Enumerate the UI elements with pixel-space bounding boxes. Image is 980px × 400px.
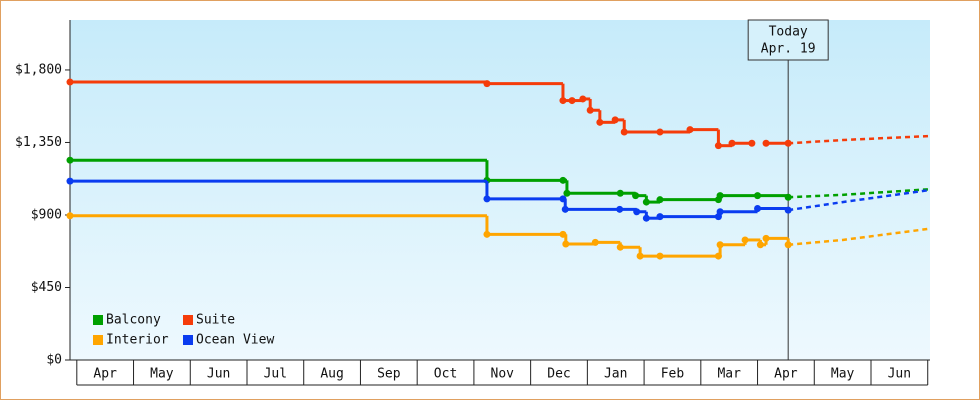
point xyxy=(656,213,664,221)
point xyxy=(716,241,724,249)
x-tick-label: Dec xyxy=(547,367,570,382)
point xyxy=(632,192,640,200)
content: $0 $450 $900 $1,350 $1,800 Apr May Jun Jul Aug Sep… xyxy=(15,19,931,386)
legend-swatch xyxy=(93,335,103,345)
point xyxy=(66,212,74,220)
point xyxy=(756,241,764,249)
legend-label: Ocean View xyxy=(196,333,274,348)
point xyxy=(784,193,792,201)
legend-swatch xyxy=(183,315,193,325)
point xyxy=(716,192,724,200)
point xyxy=(579,95,587,103)
x-tick-label: Aug xyxy=(320,367,343,382)
point xyxy=(562,240,570,248)
y-tick-label: $1,800 xyxy=(15,62,62,77)
point xyxy=(714,252,722,260)
point xyxy=(561,205,569,213)
x-tick-label: May xyxy=(150,367,174,382)
point xyxy=(741,236,749,244)
x-tick-label: Mar xyxy=(717,367,741,382)
series xyxy=(66,78,931,150)
point xyxy=(656,196,664,204)
point xyxy=(633,208,641,216)
y-tick-label: $900 xyxy=(31,207,62,222)
today-label: Today xyxy=(769,25,808,40)
point xyxy=(559,195,567,203)
x-tick-label: Jun xyxy=(888,367,911,382)
point xyxy=(686,126,694,134)
today-box xyxy=(747,19,829,61)
point xyxy=(483,80,491,88)
point xyxy=(66,177,74,185)
point xyxy=(784,139,792,147)
point xyxy=(642,198,650,206)
point xyxy=(616,205,624,213)
point xyxy=(754,192,762,200)
x-tick-label: Jul xyxy=(264,367,287,382)
point xyxy=(559,230,567,238)
point xyxy=(66,78,74,86)
x-tick-label: Feb xyxy=(661,367,685,382)
point xyxy=(620,128,628,136)
projection-line xyxy=(788,187,931,199)
x-tick-label: Jun xyxy=(207,367,230,382)
x-tick-label: Sep xyxy=(377,367,401,382)
point xyxy=(714,142,722,150)
y-tick-label: $1,350 xyxy=(15,135,62,150)
point xyxy=(66,156,74,164)
point xyxy=(616,243,624,251)
x-tick-label: Nov xyxy=(491,367,515,382)
point xyxy=(656,252,664,260)
x-tick-label: May xyxy=(831,367,855,382)
x-tick-label: Apr xyxy=(774,367,798,382)
y-tick-label: $0 xyxy=(46,353,62,368)
series xyxy=(66,177,931,222)
point xyxy=(754,205,762,213)
legend-label: Interior xyxy=(106,333,169,348)
x-tick-label: Apr xyxy=(93,367,117,382)
projection-line xyxy=(787,188,931,212)
point xyxy=(586,106,594,114)
point xyxy=(728,139,736,147)
point xyxy=(563,189,571,197)
point xyxy=(616,189,624,197)
point xyxy=(642,214,650,222)
point xyxy=(559,97,567,105)
point xyxy=(559,176,567,184)
point xyxy=(591,238,599,246)
point xyxy=(784,206,792,214)
point xyxy=(483,230,491,238)
point xyxy=(716,208,724,216)
point xyxy=(611,116,619,124)
y-tick-label: $450 xyxy=(31,280,62,295)
today-label: Apr. 19 xyxy=(761,42,816,57)
point xyxy=(483,195,491,203)
plot-area xyxy=(70,20,930,360)
legend-swatch xyxy=(93,315,103,325)
point xyxy=(784,241,792,249)
point xyxy=(636,252,644,260)
point xyxy=(568,97,576,105)
projection-line xyxy=(788,134,931,145)
projection-line xyxy=(788,227,931,247)
x-tick-label: Oct xyxy=(434,367,457,382)
legend-label: Suite xyxy=(196,313,235,328)
x-tick-label: Jan xyxy=(604,367,627,382)
legend-swatch xyxy=(183,335,193,345)
point xyxy=(762,139,770,147)
series xyxy=(66,156,931,206)
point xyxy=(656,128,664,136)
point xyxy=(748,139,756,147)
point xyxy=(762,234,770,242)
legend-label: Balcony xyxy=(106,313,161,328)
series xyxy=(66,212,931,260)
point xyxy=(596,118,604,126)
